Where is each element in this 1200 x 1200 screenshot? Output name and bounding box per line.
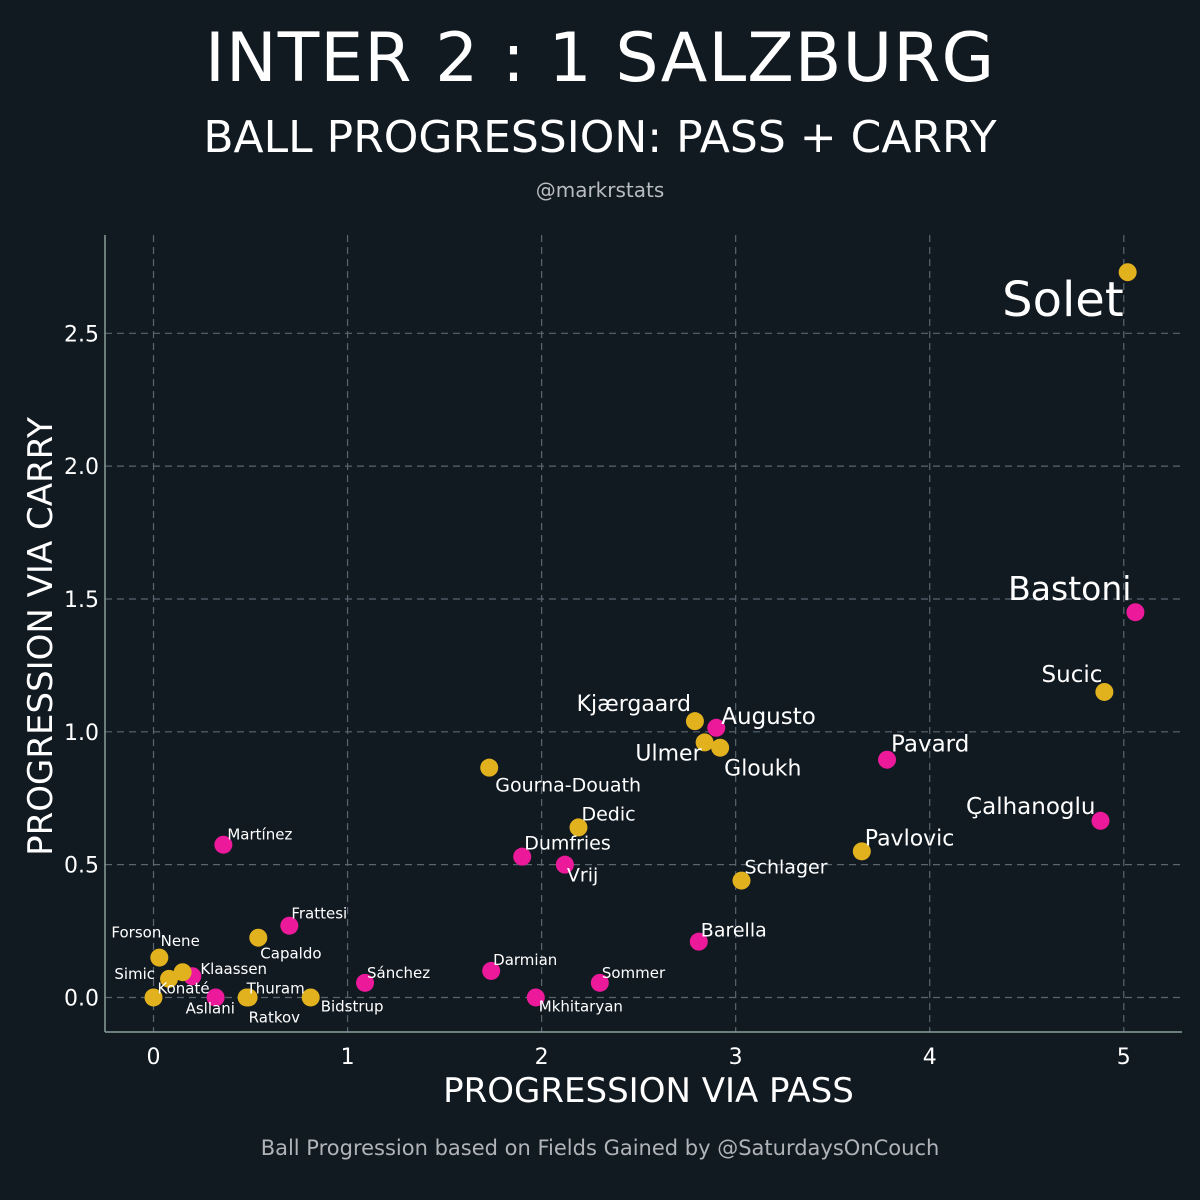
point-label: Forson: [111, 924, 161, 942]
x-tick-label: 1: [341, 1045, 355, 1070]
footer-credit: Ball Progression based on Fields Gained …: [260, 1136, 940, 1160]
data-point-inter: [590, 973, 609, 992]
data-point-inter: [1126, 603, 1145, 622]
point-label: Asllani: [186, 999, 235, 1017]
point-label: Sánchez: [367, 964, 430, 982]
data-point-inter: [280, 916, 299, 935]
author-handle: @markrstats: [535, 178, 665, 202]
x-tick-label: 5: [1117, 1045, 1131, 1070]
point-label: Pavlovic: [865, 826, 955, 851]
point-label: Konaté: [158, 979, 210, 997]
data-point-salzburg: [1118, 263, 1137, 282]
x-axis-title: PROGRESSION VIA PASS: [443, 1071, 854, 1111]
data-point-salzburg: [144, 988, 163, 1007]
point-label: Çalhanoglu: [966, 794, 1095, 820]
data-point-salzburg: [695, 733, 714, 752]
data-point-salzburg: [569, 818, 588, 837]
y-tick-label: 0.5: [64, 854, 99, 879]
point-label: Capaldo: [260, 945, 321, 963]
data-point-inter: [555, 855, 574, 874]
data-point-salzburg: [480, 758, 499, 777]
x-tick-label: 3: [729, 1045, 743, 1070]
points-layer: [144, 263, 1145, 1007]
data-point-inter: [214, 835, 233, 854]
data-point-salzburg: [249, 928, 268, 947]
x-tick-label: 0: [147, 1045, 161, 1070]
y-tick-label: 2.5: [64, 322, 99, 347]
data-point-salzburg: [685, 712, 704, 731]
point-label: Schlager: [744, 857, 827, 879]
point-label: Sommer: [602, 964, 666, 982]
data-point-salzburg: [301, 988, 320, 1007]
data-point-inter: [526, 988, 545, 1007]
point-label: Darmian: [493, 951, 557, 969]
point-label: Ratkov: [249, 1008, 300, 1026]
point-label: Ulmer: [635, 741, 702, 766]
data-point-salzburg: [150, 948, 169, 967]
x-tick-label: 2: [535, 1045, 549, 1070]
point-label: Martínez: [227, 826, 292, 844]
point-label: Augusto: [721, 704, 816, 730]
data-point-salzburg: [237, 988, 256, 1007]
chart-title: INTER 2 : 1 SALZBURG: [204, 19, 996, 98]
y-tick-label: 0.0: [64, 986, 99, 1011]
y-tick-label: 1.0: [64, 721, 99, 746]
data-point-salzburg: [711, 738, 730, 757]
data-point-inter: [513, 847, 532, 866]
point-label: Kjærgaard: [577, 692, 691, 717]
data-point-inter: [707, 718, 726, 737]
labels-layer: Bastoni Çalhanoglu Pavard Augusto Barella Vri…: [111, 272, 1131, 1026]
data-point-inter: [1091, 811, 1110, 830]
point-label: Dedic: [581, 803, 635, 825]
data-point-salzburg: [732, 871, 751, 890]
point-label: Solet: [1002, 272, 1124, 328]
y-axis-title: PROGRESSION VIA CARRY: [21, 417, 61, 856]
data-point-inter: [878, 750, 897, 769]
point-label: Nene: [161, 932, 200, 950]
point-label: Vrij: [567, 865, 598, 887]
point-label: Bastoni: [1008, 569, 1131, 608]
point-label: Pavard: [891, 732, 969, 758]
point-label: Frattesi: [291, 905, 347, 923]
data-point-inter: [206, 988, 225, 1007]
axis-layer: 0 1 2 3 4 5 0.0 0.5 1.0 1.5 2.0 2.5 PROGRESSION VIA …: [21, 235, 1182, 1111]
point-label: Sucic: [1042, 662, 1103, 688]
y-tick-label: 1.5: [64, 588, 99, 613]
point-label: Barella: [701, 920, 767, 942]
data-point-inter: [689, 932, 708, 951]
chart-subtitle: BALL PROGRESSION: PASS + CARRY: [203, 112, 997, 163]
point-label: Bidstrup: [321, 997, 384, 1015]
grid-layer: [105, 235, 1182, 1032]
point-label: Mkhitaryan: [539, 997, 623, 1015]
data-point-salzburg: [160, 969, 179, 988]
data-point-inter: [482, 961, 501, 980]
point-label: Simic: [114, 965, 155, 983]
point-label: Klaassen: [200, 960, 267, 978]
y-tick-label: 2.0: [64, 455, 99, 480]
data-point-inter: [356, 973, 375, 992]
data-point-salzburg: [852, 842, 871, 861]
point-label: Dumfries: [524, 833, 611, 855]
x-tick-label: 4: [923, 1045, 937, 1070]
data-point-salzburg: [1095, 682, 1114, 701]
data-point-salzburg: [173, 963, 192, 982]
point-label: Thuram: [246, 979, 305, 997]
point-label: Gloukh: [724, 757, 801, 782]
point-label: Gourna-Douath: [495, 775, 641, 797]
